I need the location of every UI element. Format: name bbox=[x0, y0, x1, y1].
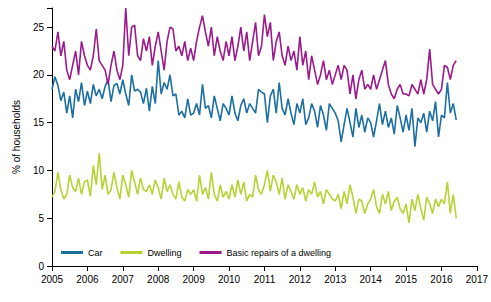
svg-text:25: 25 bbox=[33, 22, 45, 33]
svg-text:2016: 2016 bbox=[430, 274, 453, 285]
svg-text:Dwelling: Dwelling bbox=[148, 248, 182, 258]
svg-text:Car: Car bbox=[88, 248, 103, 258]
svg-text:5: 5 bbox=[38, 213, 44, 224]
svg-text:% of households: % of households bbox=[11, 100, 22, 174]
svg-text:0: 0 bbox=[38, 261, 44, 272]
svg-text:2012: 2012 bbox=[289, 274, 312, 285]
svg-text:2015: 2015 bbox=[395, 274, 418, 285]
svg-text:2014: 2014 bbox=[360, 274, 383, 285]
svg-text:2017: 2017 bbox=[466, 274, 489, 285]
svg-text:2011: 2011 bbox=[254, 274, 276, 285]
svg-text:2005: 2005 bbox=[41, 274, 64, 285]
svg-text:15: 15 bbox=[33, 117, 45, 128]
svg-text:2013: 2013 bbox=[324, 274, 347, 285]
svg-text:Basic repairs of a dwelling: Basic repairs of a dwelling bbox=[227, 248, 332, 258]
svg-text:10: 10 bbox=[33, 165, 45, 176]
svg-text:2010: 2010 bbox=[218, 274, 241, 285]
svg-text:2006: 2006 bbox=[76, 274, 99, 285]
svg-text:2008: 2008 bbox=[147, 274, 170, 285]
svg-text:2009: 2009 bbox=[183, 274, 206, 285]
svg-text:2007: 2007 bbox=[112, 274, 135, 285]
svg-text:20: 20 bbox=[33, 69, 45, 80]
